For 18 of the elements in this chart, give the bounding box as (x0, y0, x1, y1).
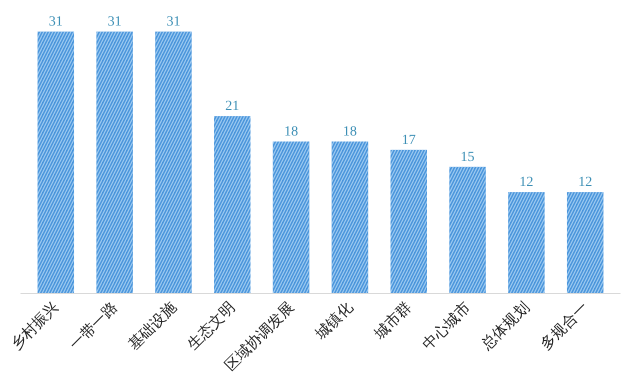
data-label: 18 (284, 124, 298, 140)
x-tick-label: 城市群 (370, 298, 416, 344)
data-label: 12 (578, 175, 592, 190)
x-tick-label: 中心城市 (418, 298, 474, 354)
x-tick-label: 一带一路 (66, 298, 121, 354)
data-label: 12 (519, 175, 534, 190)
data-label: 31 (48, 14, 63, 30)
data-label: 21 (225, 99, 240, 114)
x-tick-label: 基础设施 (124, 298, 180, 354)
x-tick-label: 多规合一 (536, 298, 592, 354)
data-label: 31 (108, 14, 122, 30)
x-tick-label: 总体规划 (476, 298, 533, 354)
data-label: 15 (460, 150, 475, 165)
data-label: 31 (166, 14, 180, 30)
x-tick-label: 乡村振兴 (7, 298, 62, 354)
data-label: 18 (342, 124, 357, 140)
data-label: 17 (402, 132, 416, 148)
x-tick-label: 城镇化 (311, 298, 356, 344)
